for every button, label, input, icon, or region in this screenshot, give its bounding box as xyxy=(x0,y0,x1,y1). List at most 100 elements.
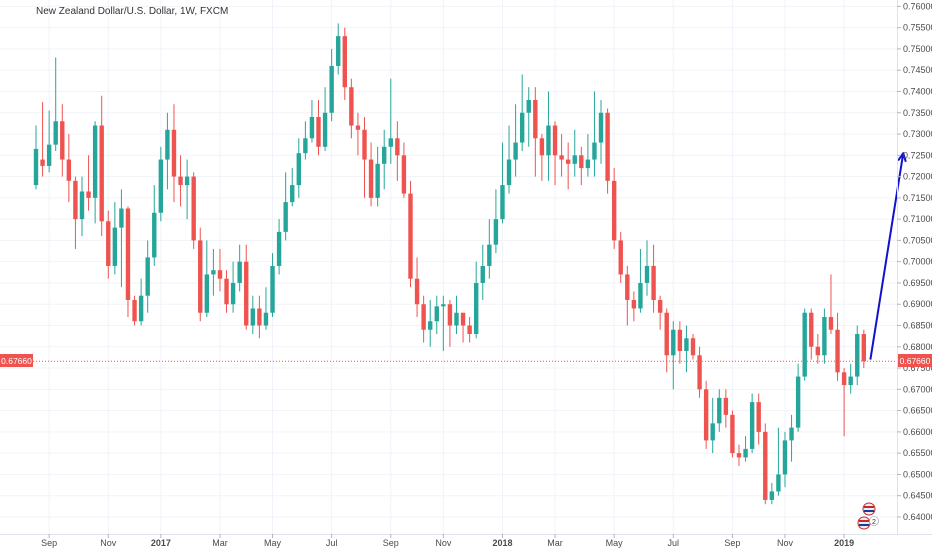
x-tick-label: 2017 xyxy=(151,538,171,548)
candle-body xyxy=(828,316,834,330)
candle-body xyxy=(684,338,689,352)
current-price-text-right: 0.67660 xyxy=(900,356,931,366)
candle xyxy=(395,121,400,181)
candle xyxy=(276,219,282,275)
candle xyxy=(480,244,485,300)
candle xyxy=(861,329,867,369)
candle xyxy=(487,219,492,279)
candle-body xyxy=(736,453,742,458)
candle xyxy=(428,299,433,347)
candle xyxy=(290,168,295,207)
candle-body xyxy=(815,346,821,356)
candle xyxy=(526,87,531,147)
candle xyxy=(145,240,150,313)
event-count-badge[interactable]: 2 xyxy=(869,516,879,527)
candle xyxy=(355,112,361,156)
x-tick-label: Nov xyxy=(777,538,794,548)
candle-body xyxy=(585,159,591,169)
us-flag-event-icon[interactable] xyxy=(862,502,876,516)
candle xyxy=(579,146,584,186)
candle xyxy=(460,312,466,343)
us-flag-event-icon-2[interactable] xyxy=(857,516,871,530)
candle xyxy=(329,48,334,122)
candle xyxy=(651,244,656,313)
candle-body xyxy=(644,265,650,283)
candle xyxy=(828,274,834,335)
candle xyxy=(782,431,788,488)
candle-body xyxy=(158,159,164,213)
candle xyxy=(473,261,479,339)
candle xyxy=(224,270,229,313)
candle-body xyxy=(421,304,426,330)
candle-body xyxy=(296,153,301,186)
candle-body xyxy=(66,159,72,181)
candle-body xyxy=(171,129,177,177)
candle-body xyxy=(533,99,538,139)
candle-body xyxy=(92,125,98,198)
candle-body xyxy=(408,193,413,279)
candle-body xyxy=(848,376,853,386)
candle-body xyxy=(802,312,807,377)
candle-body xyxy=(73,180,78,220)
candle xyxy=(112,202,118,275)
x-tick-label: Sep xyxy=(724,538,740,548)
candle-body xyxy=(263,312,269,326)
candle xyxy=(40,102,45,177)
candle-body xyxy=(191,176,196,241)
candle xyxy=(684,325,689,373)
candle xyxy=(671,321,676,390)
candle xyxy=(855,325,860,386)
candle-body xyxy=(362,129,367,160)
projection-arrowhead[interactable] xyxy=(897,152,907,163)
candle xyxy=(644,240,650,296)
candle-body xyxy=(625,274,630,300)
candle xyxy=(519,74,525,152)
candle-body xyxy=(342,36,347,88)
candle xyxy=(309,99,315,143)
candle-body xyxy=(375,163,380,198)
candle-body xyxy=(487,244,492,266)
x-tick-label: Jul xyxy=(668,538,680,548)
candle xyxy=(592,91,597,177)
candle-body xyxy=(329,65,334,113)
candle xyxy=(421,295,426,343)
x-tick-label: Jul xyxy=(326,538,338,548)
candle-body xyxy=(579,155,584,169)
candle-body xyxy=(79,191,85,220)
candle-body xyxy=(290,185,295,203)
plot-area[interactable] xyxy=(0,0,897,534)
candle-body xyxy=(441,304,446,307)
candle-body xyxy=(86,191,91,198)
candle xyxy=(138,278,144,326)
candle xyxy=(552,121,558,186)
candle xyxy=(776,427,781,496)
candle-body xyxy=(861,334,867,362)
candle xyxy=(789,414,794,462)
x-tick-label: Sep xyxy=(383,538,399,548)
candle-body xyxy=(309,117,315,139)
candle xyxy=(690,334,696,360)
candle-body xyxy=(244,261,249,326)
candle-body xyxy=(638,282,643,309)
time-axis[interactable]: Sep Nov 2017 Mar May Jul Sep Nov 2018 Mar May Jul Se… xyxy=(41,534,854,548)
candle-body xyxy=(211,270,216,275)
candle xyxy=(835,312,840,381)
candle xyxy=(447,299,453,347)
current-price-label-left: 0.67660 xyxy=(0,354,33,367)
candle-body xyxy=(355,125,361,130)
candle xyxy=(53,57,58,152)
candle xyxy=(198,227,203,322)
candle xyxy=(539,134,545,181)
candle xyxy=(237,244,242,292)
candle xyxy=(769,482,775,505)
